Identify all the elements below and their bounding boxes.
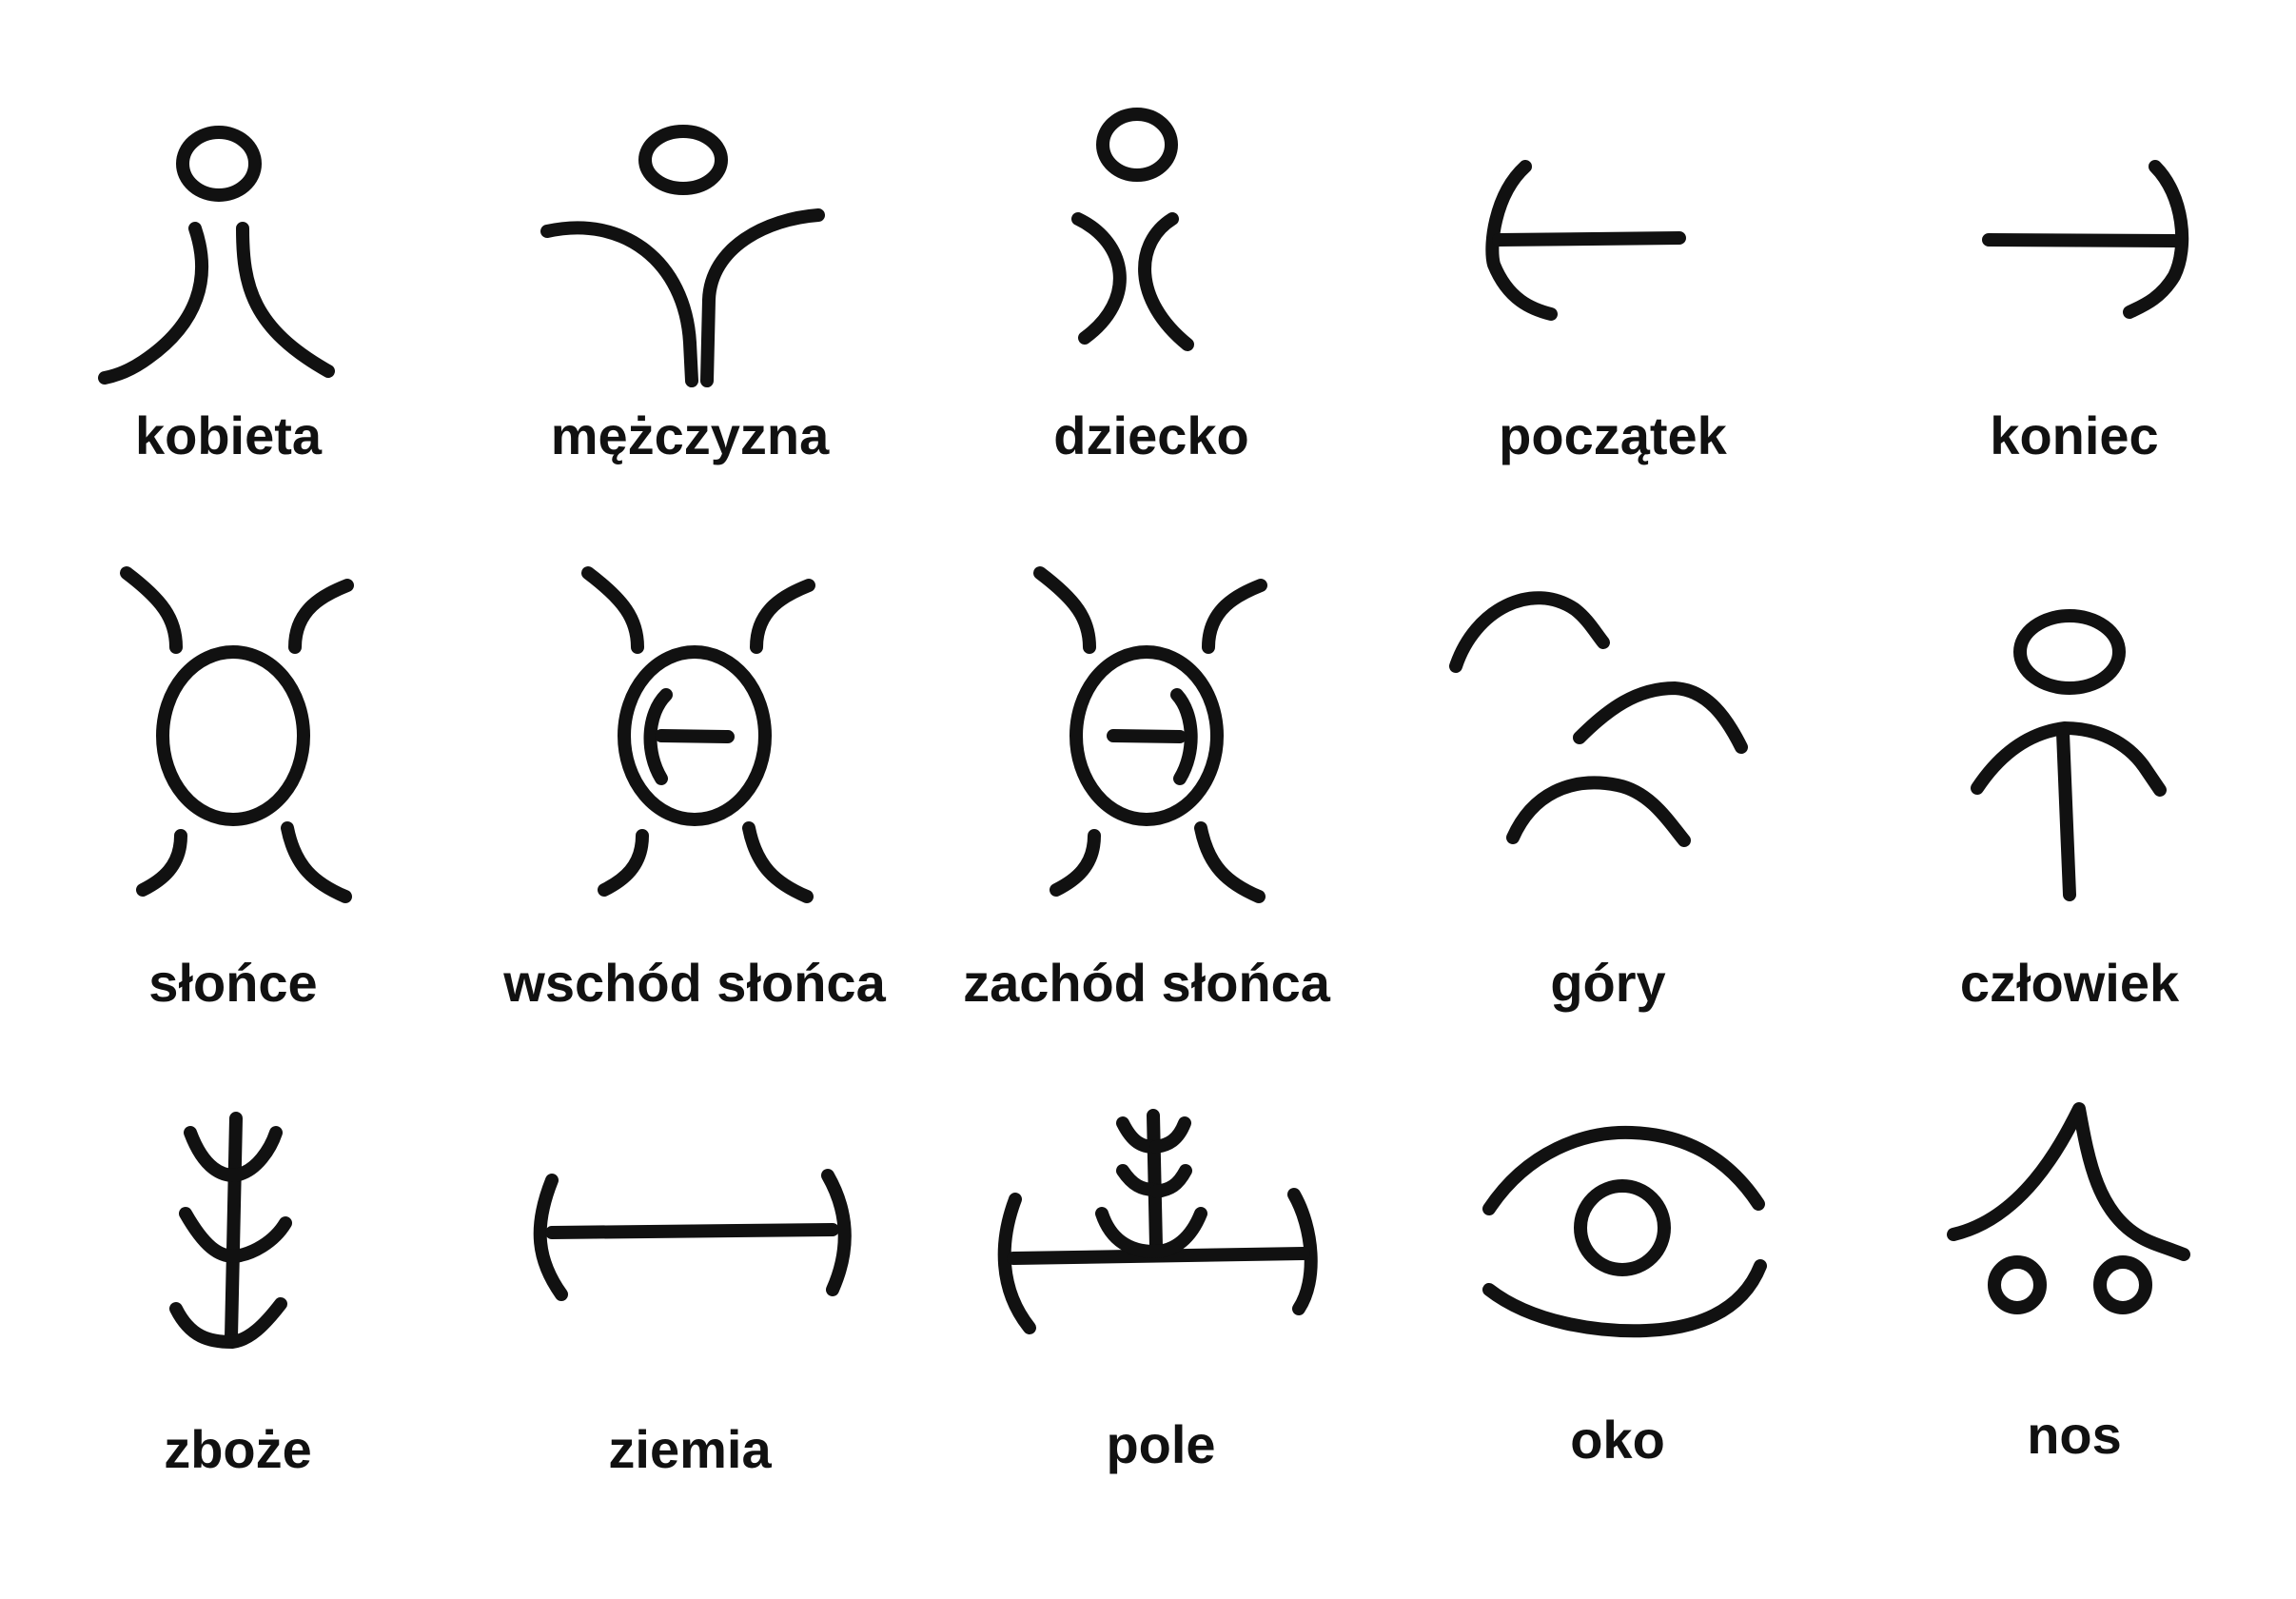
ziemia-glyph <box>533 1169 852 1301</box>
symbol-czlowiek: człowiek <box>1841 552 2296 1047</box>
label-ziemia: ziemia <box>608 1419 772 1479</box>
symbol-slonce: słońce <box>5 552 461 1047</box>
label-oko: oko <box>1570 1410 1665 1470</box>
label-zachod-slonca: zachód słońca <box>963 953 1330 1013</box>
dziecko-glyph <box>1071 108 1194 351</box>
label-wschod-slonca: wschód słońca <box>503 953 886 1013</box>
symbol-wschod-slonca: wschód słońca <box>466 552 923 1047</box>
label-dziecko: dziecko <box>1053 405 1249 465</box>
nos-glyph <box>1947 1102 2190 1314</box>
wschod-slonca-glyph <box>581 566 815 903</box>
symbol-pole: pole <box>932 1104 1389 1599</box>
zboze-glyph <box>169 1112 292 1349</box>
koniec-glyph <box>1982 160 2189 319</box>
symbol-mezczyzna: mężczyzna <box>461 95 918 590</box>
symbol-zachod-slonca: zachód słońca <box>918 552 1375 1047</box>
symbol-nos: nos <box>1846 1102 2296 1599</box>
label-kobieta: kobieta <box>134 405 323 465</box>
zachod-slonca-glyph <box>1033 566 1267 903</box>
czlowiek-glyph <box>1971 609 2167 901</box>
label-pole: pole <box>1106 1414 1216 1474</box>
poczatek-glyph <box>1485 160 1686 321</box>
gory-glyph <box>1449 591 1748 847</box>
slonce-glyph <box>120 566 354 903</box>
symbol-koniec: koniec <box>1846 95 2296 590</box>
pole-glyph <box>997 1109 1318 1334</box>
symbol-oko: oko <box>1389 1104 1846 1599</box>
label-gory: góry <box>1550 953 1666 1013</box>
oko-glyph <box>1482 1125 1767 1338</box>
symbol-zboze: zboże <box>10 1104 466 1599</box>
symbol-ziemia: ziemia <box>461 1104 918 1599</box>
label-nos: nos <box>2027 1405 2122 1465</box>
symbol-dziecko: dziecko <box>923 95 1380 590</box>
symbol-gory: góry <box>1380 552 1836 1047</box>
symbol-kobieta: kobieta <box>0 95 457 590</box>
kobieta-glyph <box>98 126 335 385</box>
label-koniec: koniec <box>1990 405 2159 465</box>
symbol-poczatek: początek <box>1384 95 1841 590</box>
label-mezczyzna: mężczyzna <box>550 405 830 465</box>
label-czlowiek: człowiek <box>1959 953 2180 1013</box>
label-poczatek: początek <box>1499 405 1727 465</box>
mezczyzna-glyph <box>540 125 825 387</box>
label-zboze: zboże <box>164 1419 312 1479</box>
label-slonce: słońce <box>148 953 318 1013</box>
